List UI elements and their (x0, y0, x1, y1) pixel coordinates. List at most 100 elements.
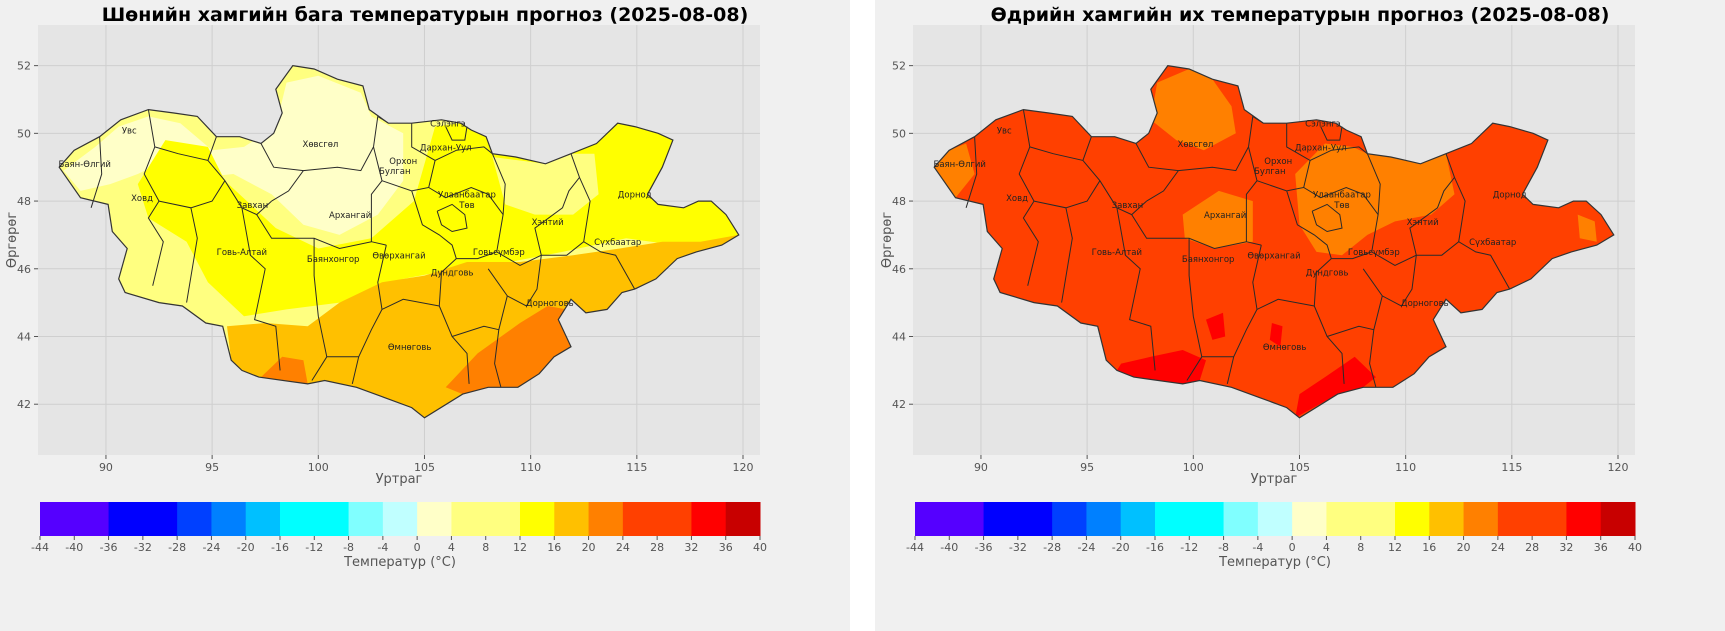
colorbar-tick-label: -20 (1112, 541, 1130, 554)
x-tick-label: 105 (414, 461, 435, 474)
colorbar-segment (725, 502, 761, 536)
colorbar-tick-label: 24 (1491, 541, 1505, 554)
y-tick-label: 44 (17, 330, 31, 343)
colorbar-segment (554, 502, 590, 536)
province-border (1033, 180, 1101, 209)
region-label: Ховд (131, 194, 153, 204)
country-outline (933, 64, 1615, 419)
province-border (1029, 146, 1147, 216)
region-label: Орхон (1264, 157, 1292, 167)
region-label: Дундговь (1306, 269, 1349, 279)
x-tick-label: 110 (1395, 461, 1416, 474)
province-border (451, 325, 499, 337)
colorbar-tick-label: 16 (1422, 541, 1436, 554)
region-label: Өвөрхангай (1247, 252, 1300, 262)
colorbar-tick-label: 20 (1457, 541, 1471, 554)
colorbar-segment (520, 502, 555, 536)
region-label: Өмнөговь (388, 343, 432, 353)
max-temperature-map-chart: Өдрийн хамгийн их температурын прогноз (… (880, 4, 1642, 570)
region-label: Архангай (329, 211, 371, 221)
province-border (381, 180, 457, 259)
chart-title: Өдрийн хамгийн их температурын прогноз (… (991, 4, 1610, 26)
colorbar-tick-label: -40 (940, 541, 958, 554)
province-border (1366, 153, 1381, 215)
colorbar-segment (1566, 502, 1602, 536)
province-border (1082, 136, 1092, 161)
temperature-contour-zone-20-24-central (1295, 143, 1455, 256)
max-temperature-panel: Өдрийн хамгийн их температурын прогноз (… (875, 0, 1725, 631)
province-border (487, 255, 542, 307)
y-tick-label: 46 (892, 263, 906, 276)
colorbar-segment (211, 502, 247, 536)
province-border (579, 177, 591, 242)
colorbar-segment (915, 502, 985, 536)
colorbar-tick-label: -36 (975, 541, 993, 554)
colorbar-segment (1292, 502, 1327, 536)
province-border (411, 123, 493, 161)
colorbar-tick-label: 40 (753, 541, 767, 554)
temperature-contour-zone-4-8 (63, 75, 404, 235)
x-tick-label: 90 (974, 461, 988, 474)
temperature-contour-zone-20-24-arkhangai (1182, 190, 1253, 249)
province-border (1454, 177, 1466, 242)
province-border (1131, 214, 1262, 250)
y-tick-label: 44 (892, 330, 906, 343)
x-tick-label: 120 (1608, 461, 1629, 474)
colorbar-tick-label: 32 (1559, 541, 1573, 554)
province-border (351, 309, 383, 385)
x-tick-label: 115 (626, 461, 647, 474)
y-axis-label: Өргөрөг (5, 212, 20, 268)
province-border (1416, 241, 1511, 290)
colorbar-segment (1326, 502, 1396, 536)
province-border (491, 153, 506, 215)
y-tick-label: 42 (892, 398, 906, 411)
province-border (541, 241, 636, 290)
x-tick-label: 100 (1183, 461, 1204, 474)
colorbar-tick-label: -44 (31, 541, 49, 554)
colorbar-tick-label: -28 (168, 541, 186, 554)
province-border (1326, 325, 1374, 337)
region-label: Дорноговь (526, 299, 574, 309)
colorbar-label: Температур (°C) (1218, 555, 1331, 570)
colorbar-tick-label: 28 (1525, 541, 1539, 554)
region-label: Хэнтий (532, 218, 564, 228)
province-border (1286, 123, 1368, 161)
province-border (370, 146, 383, 242)
temperature-contours (934, 69, 1597, 418)
colorbar-tick-label: -4 (377, 541, 388, 554)
province-border (90, 136, 103, 208)
colorbar-tick-label: -28 (1043, 541, 1061, 554)
colorbar-tick-label: 0 (414, 541, 421, 554)
colorbar-segment (622, 502, 692, 536)
colorbar-segment (1052, 502, 1087, 536)
colorbar-tick-label: -24 (202, 541, 220, 554)
min-temperature-panel: Шөнийн хамгийн бага температурын прогноз… (0, 0, 850, 631)
colorbar-segment (245, 502, 281, 536)
region-label: Дорнод (1493, 191, 1527, 201)
province-border (241, 207, 281, 371)
province-border (1186, 356, 1234, 381)
region-label: Говьсүмбэр (1348, 248, 1400, 258)
colorbar-segment (691, 502, 727, 536)
colorbar-segment (177, 502, 212, 536)
colorbar-segment (382, 502, 418, 536)
province-border (186, 207, 198, 303)
colorbar: -44 -40 -36 -32 -28 -24 -20 -16 -12 -8 -4 0 4 8 12 16 20… (906, 502, 1642, 554)
colorbar-segment (1257, 502, 1293, 536)
colorbar-tick-label: -44 (906, 541, 924, 554)
y-tick-label: 50 (17, 127, 31, 140)
x-tick-label: 95 (205, 461, 219, 474)
colorbar-tick-label: 16 (547, 541, 561, 554)
region-label: Төв (1333, 201, 1349, 211)
colorbar-segment (588, 502, 624, 536)
region-label: Баянхонгор (307, 255, 360, 265)
colorbar-tick-label: 0 (1289, 541, 1296, 554)
x-axis-label: Уртраг (376, 472, 423, 487)
temperature-contour-zone-8-12-east (492, 153, 599, 215)
region-label: Улаанбаатар (1313, 191, 1371, 201)
colorbar-segment (348, 502, 384, 536)
colorbar-tick-label: 8 (1357, 541, 1364, 554)
temperature-contour-zone-20-24 (445, 299, 586, 395)
province-border (1245, 146, 1258, 242)
colorbar-tick-label: 4 (1323, 541, 1330, 554)
